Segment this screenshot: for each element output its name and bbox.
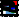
- Text: $T_{\mathrm{L}} = 0.3$ N·m: $T_{\mathrm{L}} = 0.3$ N·m: [0, 0, 19, 14]
- Text: $T_{\mathrm{L}} = 0$ N·m: $T_{\mathrm{L}} = 0$ N·m: [0, 0, 19, 14]
- Text: $T_{\mathrm{L}} = 0.15$
N·m: $T_{\mathrm{L}} = 0.15$ N·m: [0, 0, 19, 14]
- Bar: [12, 4, 17, 5]
- Text: $T_{\mathrm{L}} = 0.25$
N·m: $T_{\mathrm{L}} = 0.25$ N·m: [0, 0, 19, 14]
- Legend: Desired speed, NMSMC, SMC, Frequency-NMSMC, Frequency-SMC: Desired speed, NMSMC, SMC, Frequency-NMS…: [0, 15, 2, 17]
